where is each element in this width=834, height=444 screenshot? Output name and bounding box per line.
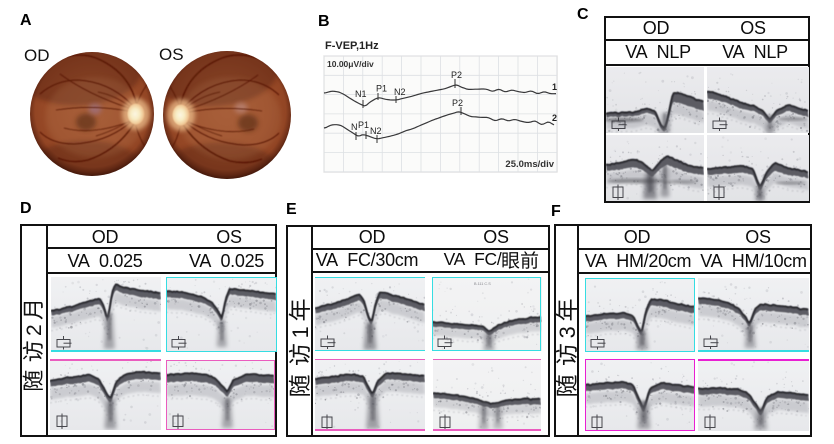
- svg-text:2: 2: [24, 324, 46, 336]
- svg-text:P1: P1: [376, 84, 387, 94]
- svg-text:N2: N2: [394, 87, 406, 97]
- svg-text:F-VEP,1Hz: F-VEP,1Hz: [325, 40, 379, 52]
- svg-text:P1: P1: [358, 120, 369, 130]
- svg-text:1: 1: [552, 82, 557, 92]
- svg-text:B.111 C.S: B.111 C.S: [474, 282, 491, 286]
- svg-text:25.0ms/div: 25.0ms/div: [505, 159, 554, 170]
- svg-text:OS: OS: [159, 45, 184, 64]
- svg-text:N2: N2: [370, 126, 382, 136]
- svg-text:2: 2: [552, 113, 557, 123]
- svg-text:10.00μV/div: 10.00μV/div: [327, 59, 374, 69]
- svg-text:N1: N1: [355, 89, 367, 99]
- svg-text:1: 1: [288, 326, 313, 338]
- svg-text:P2: P2: [451, 70, 462, 80]
- svg-text:OD: OD: [24, 46, 50, 65]
- svg-text:N: N: [351, 122, 358, 132]
- svg-text:3: 3: [555, 326, 580, 338]
- svg-text:P2: P2: [452, 98, 463, 108]
